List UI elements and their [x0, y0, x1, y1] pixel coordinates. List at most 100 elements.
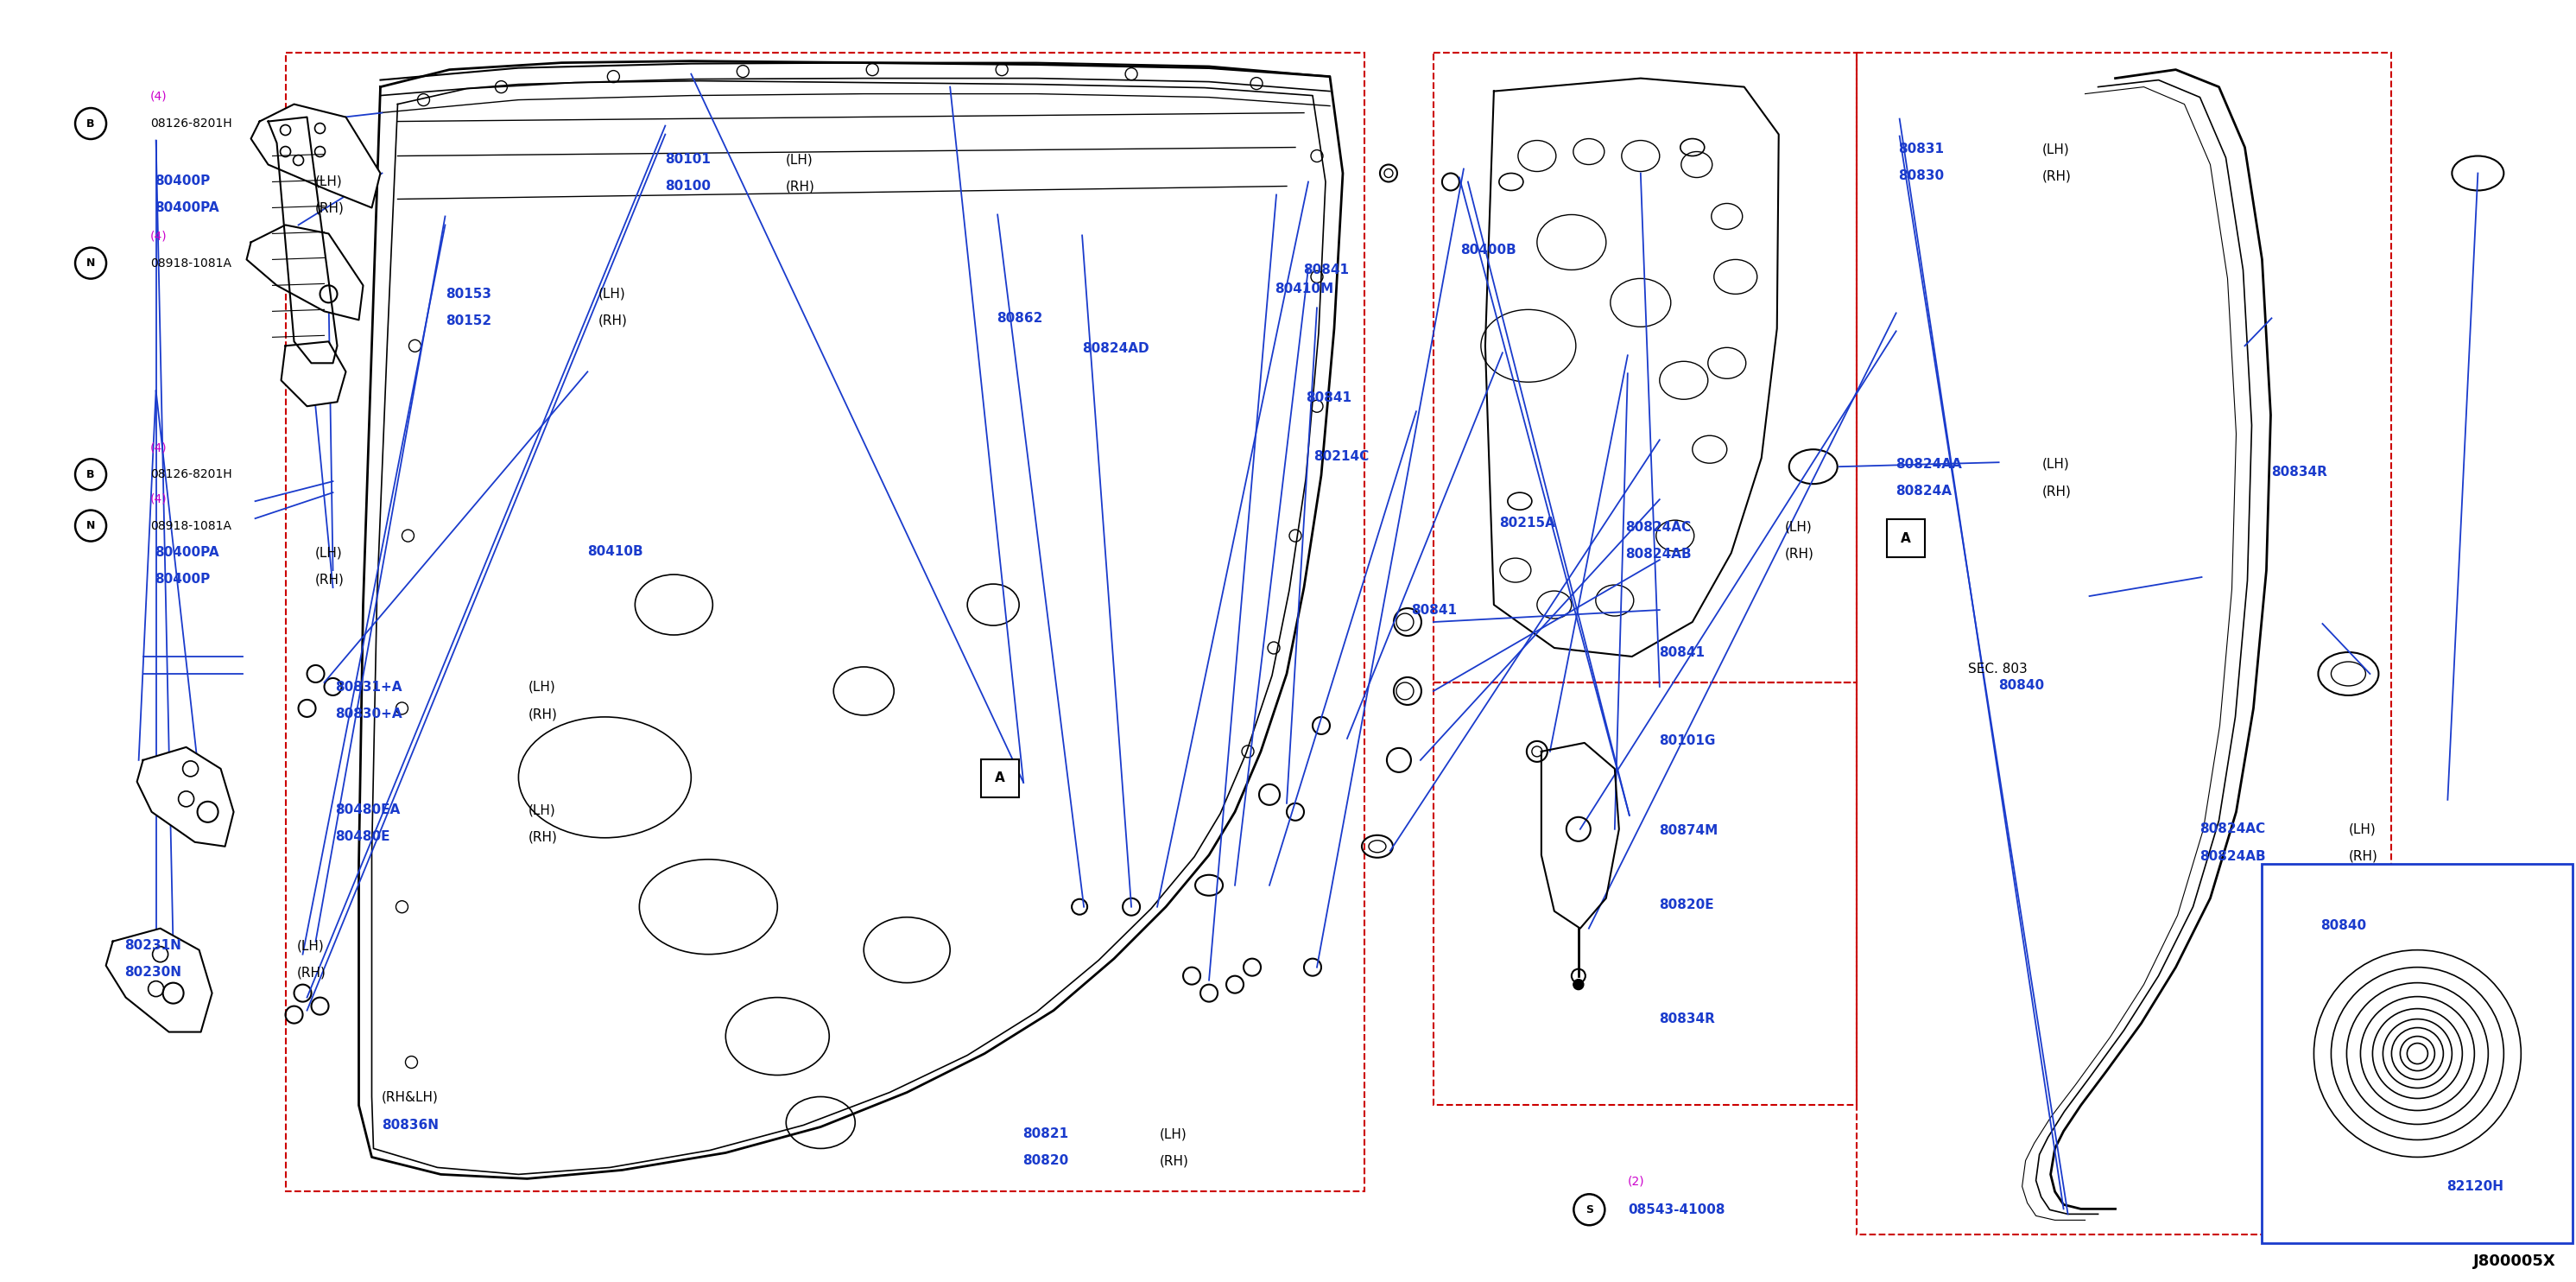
Text: (LH): (LH)	[1159, 1128, 1188, 1141]
Text: 08918-1081A: 08918-1081A	[149, 519, 232, 532]
Text: 80230N: 80230N	[124, 967, 180, 979]
Text: (RH): (RH)	[314, 201, 345, 214]
Text: (RH&LH): (RH&LH)	[381, 1091, 438, 1104]
Polygon shape	[106, 928, 211, 1032]
Text: A: A	[994, 772, 1005, 785]
Text: 80400B: 80400B	[1461, 244, 1517, 256]
Text: 80834R: 80834R	[2272, 465, 2329, 478]
Polygon shape	[281, 341, 345, 406]
Text: (LH): (LH)	[2349, 823, 2375, 836]
Text: 80152: 80152	[446, 314, 492, 327]
Text: 80841: 80841	[1306, 391, 1352, 404]
Text: (RH): (RH)	[2043, 485, 2071, 497]
Text: 80400PA: 80400PA	[155, 546, 219, 559]
Text: 08126-8201H: 08126-8201H	[149, 468, 232, 481]
Text: S: S	[1584, 1204, 1592, 1215]
Text: (4): (4)	[149, 492, 167, 505]
Text: (LH): (LH)	[1785, 520, 1814, 533]
Text: 82120H: 82120H	[2447, 1181, 2504, 1194]
Text: 80821: 80821	[1023, 1128, 1069, 1141]
FancyBboxPatch shape	[1888, 519, 1924, 558]
Text: (RH): (RH)	[2349, 850, 2378, 863]
Text: (RH): (RH)	[296, 967, 327, 979]
Text: 08543-41008: 08543-41008	[1628, 1204, 1726, 1217]
Text: (RH): (RH)	[1785, 547, 1814, 560]
Text: 80820: 80820	[1023, 1155, 1069, 1168]
Text: (LH): (LH)	[2043, 142, 2071, 155]
Text: (RH): (RH)	[598, 314, 626, 327]
Text: (LH): (LH)	[528, 681, 556, 694]
Polygon shape	[1540, 742, 1620, 928]
Text: 80841: 80841	[1303, 263, 1350, 276]
Text: (LH): (LH)	[786, 153, 814, 165]
Text: 80153: 80153	[446, 287, 492, 300]
Text: B: B	[88, 118, 95, 129]
Text: (LH): (LH)	[296, 940, 325, 953]
Text: 80831: 80831	[1899, 142, 1945, 155]
Text: 80841: 80841	[1659, 646, 1705, 659]
Text: 80841: 80841	[1412, 604, 1458, 617]
Text: 80834R: 80834R	[1659, 1013, 1716, 1026]
Polygon shape	[268, 117, 337, 363]
Bar	[1432, 682, 1857, 1105]
Text: SEC. 803: SEC. 803	[1968, 663, 2027, 676]
Polygon shape	[247, 226, 363, 320]
Bar	[2262, 864, 2573, 1244]
Text: 80400PA: 80400PA	[155, 201, 219, 214]
Bar	[286, 53, 1365, 1192]
Text: 80410M: 80410M	[1275, 282, 1334, 295]
Text: B: B	[88, 469, 95, 481]
Text: A: A	[1901, 532, 1911, 545]
Text: 80824AD: 80824AD	[1082, 342, 1149, 355]
FancyBboxPatch shape	[981, 759, 1018, 797]
Text: (RH): (RH)	[314, 573, 345, 586]
Text: 80824A: 80824A	[1896, 485, 1953, 497]
Text: 80831+A: 80831+A	[335, 681, 402, 694]
Text: (4): (4)	[149, 91, 167, 103]
Text: 80840: 80840	[2321, 919, 2367, 932]
Text: (RH): (RH)	[2043, 169, 2071, 182]
Text: (4): (4)	[149, 231, 167, 242]
Polygon shape	[137, 747, 234, 846]
Text: (2): (2)	[1628, 1176, 1646, 1187]
Text: 80410B: 80410B	[587, 545, 644, 558]
Text: 80874M: 80874M	[1659, 824, 1718, 837]
Text: 80480EA: 80480EA	[335, 804, 399, 817]
Text: 80824AB: 80824AB	[1625, 547, 1692, 560]
Text: (LH): (LH)	[314, 546, 343, 559]
Text: N: N	[85, 520, 95, 531]
Text: 80840: 80840	[1999, 679, 2045, 692]
Text: 80824AC: 80824AC	[2200, 823, 2264, 836]
Text: 80830: 80830	[1899, 169, 1945, 182]
Bar	[1857, 53, 2391, 1235]
Text: 80400P: 80400P	[155, 174, 211, 187]
Text: 80100: 80100	[665, 179, 711, 192]
Text: 80215A: 80215A	[1499, 517, 1556, 529]
Circle shape	[1574, 979, 1584, 990]
Text: N: N	[85, 258, 95, 269]
Text: 80824AC: 80824AC	[1625, 520, 1690, 533]
Text: 80214C: 80214C	[1314, 450, 1370, 463]
Text: 80231N: 80231N	[124, 940, 180, 953]
Text: 08126-8201H: 08126-8201H	[149, 118, 232, 129]
Text: (RH): (RH)	[1159, 1155, 1188, 1168]
Text: J800005X: J800005X	[2473, 1254, 2555, 1269]
Text: 80820E: 80820E	[1659, 899, 1713, 912]
Text: 80480E: 80480E	[335, 831, 389, 844]
Text: 80862: 80862	[997, 312, 1043, 324]
Polygon shape	[250, 104, 381, 208]
Text: 08918-1081A: 08918-1081A	[149, 258, 232, 269]
Text: (RH): (RH)	[786, 179, 814, 192]
Text: (RH): (RH)	[528, 708, 556, 720]
Text: 80830+A: 80830+A	[335, 708, 402, 720]
Text: 80101: 80101	[665, 153, 711, 165]
Text: 80101G: 80101G	[1659, 735, 1716, 747]
Text: 80824AB: 80824AB	[2200, 850, 2267, 863]
Text: 80836N: 80836N	[381, 1119, 438, 1132]
Text: 80824AA: 80824AA	[1896, 458, 1963, 470]
Text: (LH): (LH)	[2043, 458, 2071, 470]
Text: (LH): (LH)	[528, 804, 556, 817]
Polygon shape	[1486, 78, 1777, 656]
Text: (4): (4)	[149, 441, 167, 454]
Text: (LH): (LH)	[598, 287, 626, 300]
